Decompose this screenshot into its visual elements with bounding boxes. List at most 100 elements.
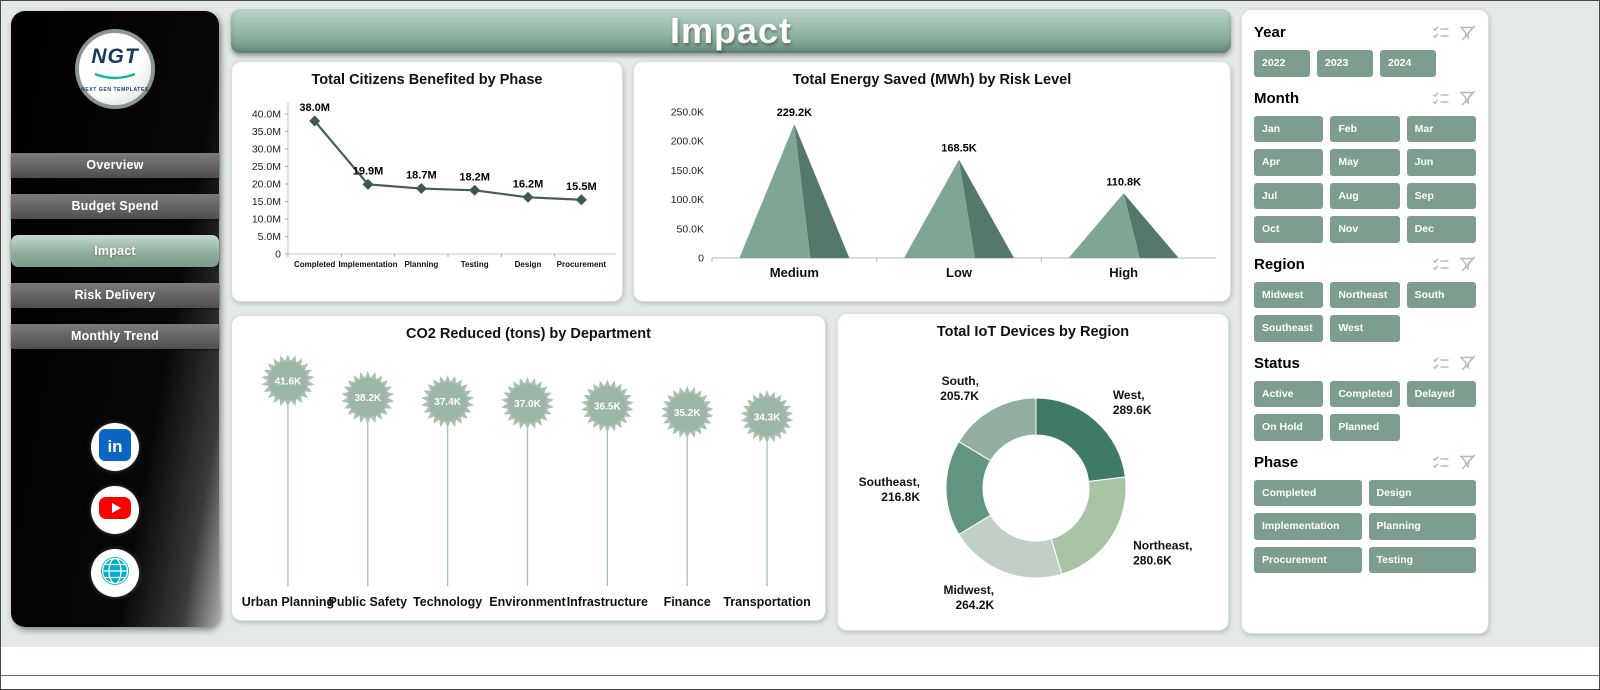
filter-group-year: Year 2022 2023 2024 <box>1254 24 1476 77</box>
sidebar-item-monthly-trend[interactable]: Monthly Trend <box>11 324 219 349</box>
filter-option-month-aug[interactable]: Aug <box>1330 182 1400 209</box>
filter-option-phase-planning[interactable]: Planning <box>1368 513 1476 540</box>
social-links: in <box>11 423 219 597</box>
svg-text:50.0K: 50.0K <box>677 223 704 235</box>
co2-by-department-lollipop-chart[interactable]: 41.6K Urban Planning 38.2K Public Safety 37.… <box>232 344 823 620</box>
sidebar-item-budget-spend[interactable]: Budget Spend <box>11 194 219 219</box>
filter-option-year-2024[interactable]: 2024 <box>1380 50 1436 77</box>
filter-option-month-dec[interactable]: Dec <box>1406 216 1476 243</box>
filter-option-month-may[interactable]: May <box>1330 149 1400 176</box>
clear-filter-icon[interactable] <box>1459 25 1476 41</box>
iot-by-region-donut-chart[interactable]: West, 289.6K Northeast, 280.6K Midwest, 264.2… <box>838 342 1226 624</box>
filter-option-region-midwest[interactable]: Midwest <box>1254 281 1324 308</box>
filter-option-phase-design[interactable]: Design <box>1368 479 1476 506</box>
youtube-link[interactable] <box>91 486 139 534</box>
slicer-controls <box>1432 355 1476 371</box>
clear-filter-icon[interactable] <box>1459 355 1476 371</box>
filter-option-month-nov[interactable]: Nov <box>1330 216 1400 243</box>
filter-group-month: Month Jan Feb Mar Apr May Jun Jul Aug Sep Oct Nov De… <box>1254 90 1476 243</box>
sidebar-item-impact[interactable]: Impact <box>11 235 219 267</box>
filter-option-status-delayed[interactable]: Delayed <box>1406 380 1476 407</box>
svg-text:Transportation: Transportation <box>723 595 811 609</box>
filter-option-month-mar[interactable]: Mar <box>1406 115 1476 142</box>
svg-text:Procurement: Procurement <box>557 260 607 269</box>
filter-group-phase: Phase Completed Design Implementation Planni… <box>1254 454 1476 573</box>
svg-text:Design: Design <box>515 260 542 269</box>
clear-filter-icon[interactable] <box>1459 256 1476 272</box>
svg-text:110.8K: 110.8K <box>1106 176 1141 188</box>
chart-card-iot-by-region: Total IoT Devices by Region West, 289.6K N… <box>837 313 1229 631</box>
filter-title-region: Region <box>1254 255 1305 273</box>
filter-option-region-northeast[interactable]: Northeast <box>1330 281 1400 308</box>
filter-option-month-sep[interactable]: Sep <box>1406 182 1476 209</box>
slicer-controls <box>1432 90 1476 106</box>
svg-text:25.0M: 25.0M <box>252 161 281 173</box>
filter-option-region-south[interactable]: South <box>1406 281 1476 308</box>
svg-text:High: High <box>1109 265 1138 280</box>
filter-option-status-completed[interactable]: Completed <box>1330 380 1400 407</box>
svg-text:150.0K: 150.0K <box>671 165 704 177</box>
filter-options-year: 2022 2023 2024 <box>1254 50 1476 77</box>
filter-title-status: Status <box>1254 354 1300 372</box>
svg-text:Finance: Finance <box>664 595 711 609</box>
svg-text:South,205.7K: South, 205.7K <box>940 374 979 403</box>
select-all-icon[interactable] <box>1432 91 1450 106</box>
sidebar-item-risk-delivery[interactable]: Risk Delivery <box>11 283 219 308</box>
filter-option-phase-procurement[interactable]: Procurement <box>1254 546 1362 573</box>
filter-group-region: Region Midwest Northeast South Southeast West <box>1254 256 1476 342</box>
filter-option-status-active[interactable]: Active <box>1254 380 1324 407</box>
select-all-icon[interactable] <box>1432 25 1450 40</box>
select-all-icon[interactable] <box>1432 356 1450 371</box>
svg-text:38.2K: 38.2K <box>354 393 381 404</box>
filter-option-status-planned[interactable]: Planned <box>1330 414 1400 441</box>
chart-title-co2: CO2 Reduced (tons) by Department <box>406 326 651 342</box>
filter-option-month-feb[interactable]: Feb <box>1330 115 1400 142</box>
filter-option-year-2023[interactable]: 2023 <box>1317 50 1373 77</box>
svg-text:37.4K: 37.4K <box>434 397 461 408</box>
svg-text:20.0M: 20.0M <box>252 179 281 191</box>
svg-text:35.0M: 35.0M <box>252 126 281 138</box>
filter-options-phase: Completed Design Implementation Planning Pro… <box>1254 479 1476 573</box>
filter-options-region: Midwest Northeast South Southeast West <box>1254 281 1476 342</box>
svg-text:0: 0 <box>698 253 704 265</box>
filter-option-year-2022[interactable]: 2022 <box>1254 50 1310 77</box>
chart-card-co2-by-department: CO2 Reduced (tons) by Department 41.6K Ur… <box>231 315 826 621</box>
svg-text:Southeast,216.8K: Southeast, 216.8K <box>859 475 921 504</box>
slicer-controls <box>1432 256 1476 272</box>
clear-filter-icon[interactable] <box>1459 454 1476 470</box>
citizens-by-phase-line-chart[interactable]: 0 5.0M 10.0M 15.0M 20.0M 25.0M 30.0M 35.0M 40.0M… <box>232 90 620 292</box>
filter-option-month-apr[interactable]: Apr <box>1254 149 1324 176</box>
filter-option-region-southeast[interactable]: Southeast <box>1254 315 1324 342</box>
filter-option-region-west[interactable]: West <box>1330 315 1400 342</box>
filter-panel: Year 2022 2023 2024 Month Jan Feb Mar Apr May Jun J… <box>1241 9 1489 634</box>
svg-text:Low: Low <box>946 265 973 280</box>
filter-option-status-on-hold[interactable]: On Hold <box>1254 414 1324 441</box>
sidebar-item-overview[interactable]: Overview <box>11 153 219 178</box>
clear-filter-icon[interactable] <box>1459 90 1476 106</box>
svg-text:100.0K: 100.0K <box>671 194 704 206</box>
filter-options-status: Active Completed Delayed On Hold Planned <box>1254 380 1476 441</box>
svg-text:Technology: Technology <box>413 595 482 609</box>
select-all-icon[interactable] <box>1432 257 1450 272</box>
svg-text:Environment: Environment <box>489 595 566 609</box>
filter-option-phase-implementation[interactable]: Implementation <box>1254 513 1362 540</box>
filter-option-month-jul[interactable]: Jul <box>1254 182 1324 209</box>
svg-text:Planning: Planning <box>404 260 438 269</box>
filter-option-phase-completed[interactable]: Completed <box>1254 479 1362 506</box>
filter-option-month-jun[interactable]: Jun <box>1406 149 1476 176</box>
linkedin-link[interactable]: in <box>91 423 139 471</box>
globe-link[interactable] <box>91 549 139 597</box>
globe-icon <box>99 555 131 592</box>
svg-text:Infrastructure: Infrastructure <box>567 595 648 609</box>
svg-text:0: 0 <box>275 249 281 261</box>
chart-title-energy: Total Energy Saved (MWh) by Risk Level <box>792 72 1072 88</box>
filter-option-month-jan[interactable]: Jan <box>1254 115 1324 142</box>
svg-text:41.6K: 41.6K <box>275 376 302 387</box>
filter-option-month-oct[interactable]: Oct <box>1254 216 1324 243</box>
filter-option-phase-testing[interactable]: Testing <box>1368 546 1476 573</box>
energy-by-risk-pyramid-chart[interactable]: 0 50.0K 100.0K 150.0K 200.0K 250.0K 229.2K Medi… <box>634 90 1228 292</box>
select-all-icon[interactable] <box>1432 455 1450 470</box>
footer <box>1 647 1599 689</box>
linkedin-icon: in <box>99 428 131 466</box>
